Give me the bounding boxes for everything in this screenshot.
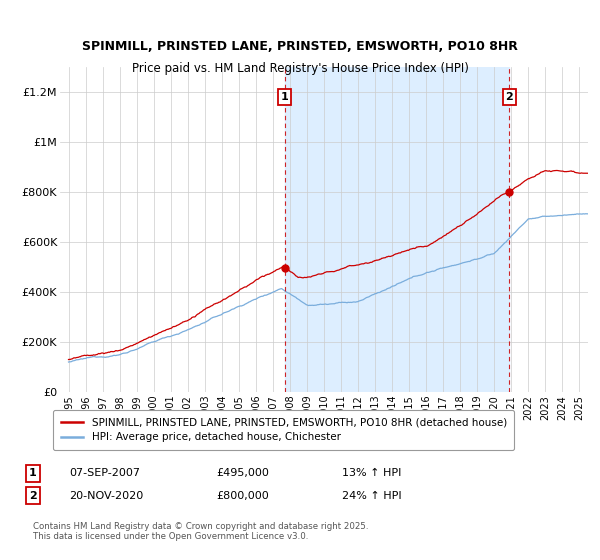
Text: 2: 2 [29,491,37,501]
Text: £800,000: £800,000 [216,491,269,501]
Text: 24% ↑ HPI: 24% ↑ HPI [342,491,401,501]
Bar [284,67,509,392]
Text: 1: 1 [29,468,37,478]
Text: Price paid vs. HM Land Registry's House Price Index (HPI): Price paid vs. HM Land Registry's House … [131,62,469,74]
Text: 07-SEP-2007: 07-SEP-2007 [69,468,140,478]
Text: £495,000: £495,000 [216,468,269,478]
Text: Contains HM Land Registry data © Crown copyright and database right 2025.
This d: Contains HM Land Registry data © Crown c… [33,522,368,542]
Text: 2: 2 [506,92,514,102]
Text: 20-NOV-2020: 20-NOV-2020 [69,491,143,501]
Text: SPINMILL, PRINSTED LANE, PRINSTED, EMSWORTH, PO10 8HR: SPINMILL, PRINSTED LANE, PRINSTED, EMSWO… [82,40,518,53]
Text: 1: 1 [281,92,289,102]
Text: 13% ↑ HPI: 13% ↑ HPI [342,468,401,478]
Legend: SPINMILL, PRINSTED LANE, PRINSTED, EMSWORTH, PO10 8HR (detached house), HPI: Ave: SPINMILL, PRINSTED LANE, PRINSTED, EMSWO… [53,410,514,450]
